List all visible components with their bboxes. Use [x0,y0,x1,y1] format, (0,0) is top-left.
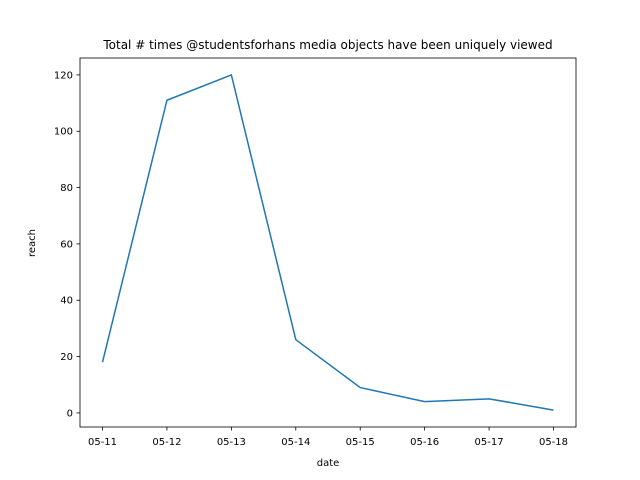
x-axis-label: date [317,458,340,469]
y-tick-label: 80 [60,183,73,194]
y-tick-label: 20 [60,352,73,363]
series-layer [101,74,554,411]
x-tick-label: 05-16 [410,437,439,448]
series-line [101,74,554,411]
x-axis: 05-11 05-12 05-13 05-14 05-15 05-16 05-17 05-18 [88,427,568,448]
x-tick-label: 05-15 [346,437,375,448]
y-tick-label: 120 [54,70,73,81]
y-tick-label: 100 [54,127,73,138]
plot-frame [79,57,577,428]
x-tick-label: 05-17 [475,437,504,448]
x-tick-label: 05-14 [281,437,310,448]
y-tick-label: 40 [60,296,73,307]
y-axis-label: reach [27,229,38,257]
x-tick-label: 05-11 [88,437,117,448]
x-tick-label: 05-13 [217,437,246,448]
y-tick-label: 60 [60,239,73,250]
chart-title: Total # times @studentsforhans media obj… [102,38,552,52]
x-tick-label: 05-12 [152,437,181,448]
y-axis: 0 20 40 60 80 100 120 [54,70,80,419]
y-tick-label: 0 [67,408,73,419]
x-tick-label: 05-18 [539,437,568,448]
